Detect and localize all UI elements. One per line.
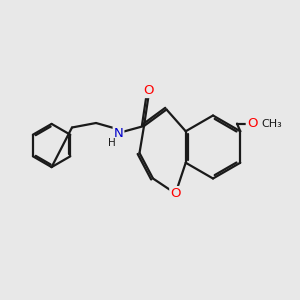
Text: O: O (143, 84, 154, 97)
Text: N: N (114, 127, 123, 140)
Text: O: O (247, 117, 257, 130)
Text: O: O (170, 187, 181, 200)
Text: CH₃: CH₃ (262, 118, 282, 129)
Text: H: H (108, 137, 116, 148)
